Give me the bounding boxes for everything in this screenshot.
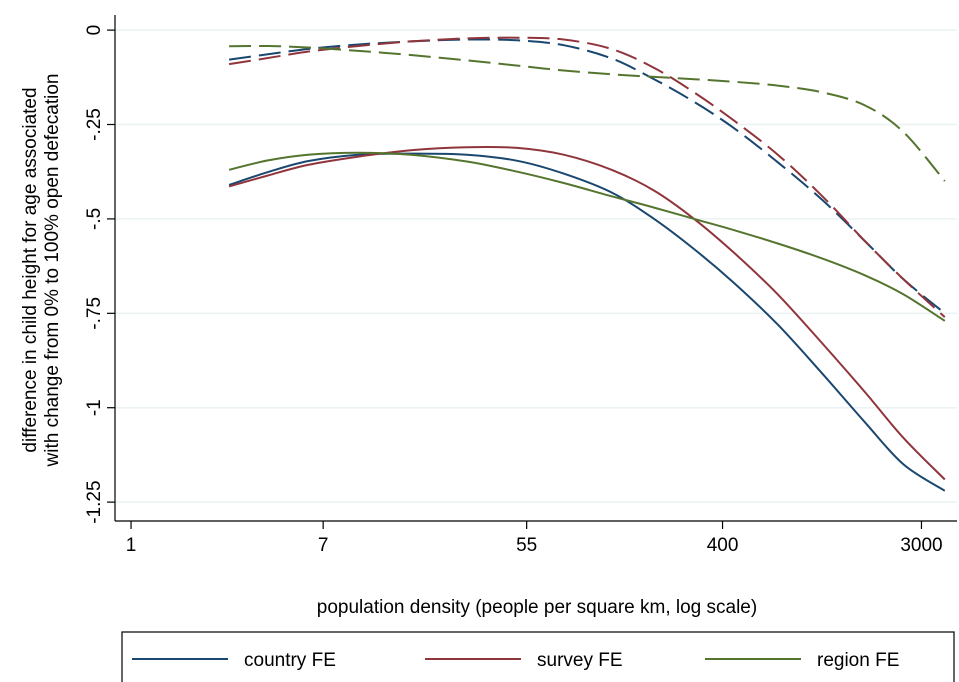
y-axis-title-line-2: with change from 0% to 100% open defecat… bbox=[42, 74, 63, 468]
plot-lines bbox=[228, 36, 946, 492]
series-line-region-fe-plus bbox=[229, 44, 946, 182]
legend-box bbox=[121, 631, 955, 682]
series-line-region-fe bbox=[228, 151, 946, 322]
axes: 0 -.25 -.5 -.75 -1 -1.25 1 7 55 400 3000 bbox=[84, 15, 957, 556]
series-line-country-fe bbox=[228, 152, 946, 492]
x-tick-label: 55 bbox=[516, 535, 537, 556]
x-tick-label: 1 bbox=[126, 535, 137, 556]
series-line-survey-fe-plus bbox=[228, 36, 946, 318]
y-tick-label: -.5 bbox=[84, 208, 105, 230]
y-tick-label: -.75 bbox=[84, 297, 105, 330]
x-axis-title: population density (people per square km… bbox=[317, 597, 757, 618]
legend-label-survey-fe: survey FE bbox=[537, 650, 623, 671]
legend-label-region-fe: region FE bbox=[817, 650, 899, 671]
y-tick-label: -1 bbox=[84, 399, 105, 416]
grid bbox=[115, 29, 957, 503]
series-line-survey-fe bbox=[228, 145, 946, 481]
y-tick-label: -.25 bbox=[84, 108, 105, 141]
y-axis-title-line-1: difference in child height for age assoc… bbox=[20, 87, 41, 452]
y-tick-label: -1.25 bbox=[84, 480, 105, 523]
x-tick-label: 3000 bbox=[900, 535, 942, 556]
x-tick-label: 7 bbox=[318, 535, 329, 556]
x-tick-label: 400 bbox=[707, 535, 739, 556]
y-tick-label: 0 bbox=[84, 25, 105, 36]
legend-label-country-fe: country FE bbox=[244, 650, 336, 671]
